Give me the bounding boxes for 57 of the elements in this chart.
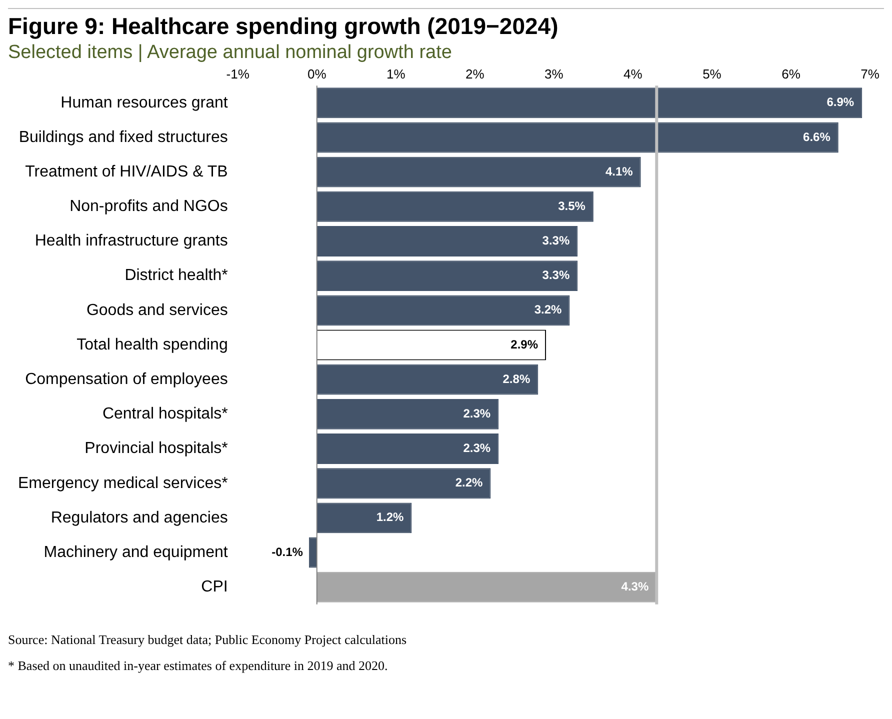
data-label: 3.5% (558, 198, 586, 213)
x-tick-label: 7% (860, 66, 880, 82)
bar (316, 295, 570, 326)
data-label: 1.2% (376, 510, 404, 524)
data-label: 2.8% (502, 372, 530, 386)
y-tick-label: Human resources grant (60, 94, 228, 112)
x-tick-label: 4% (624, 66, 643, 82)
data-label: 4.1% (605, 164, 634, 178)
data-label: 2.2% (455, 476, 484, 490)
x-tick-label: -1% (226, 66, 250, 82)
data-label: 2.9% (510, 337, 538, 352)
x-tick-label: 2% (466, 66, 485, 82)
y-tick-label: Buildings and fixed structures (18, 128, 228, 146)
data-label: 2.3% (463, 441, 491, 456)
y-tick-label: CPI (201, 578, 228, 596)
bar (316, 398, 499, 430)
x-tick-label: 3% (544, 66, 564, 82)
y-tick-label: Provincial hospitals* (84, 440, 228, 458)
x-tick-label: 5% (702, 66, 722, 82)
bar (308, 537, 317, 568)
bar (316, 122, 838, 153)
data-label: -0.1% (272, 544, 304, 559)
y-tick-label: Non-profits and NGOs (70, 198, 228, 216)
bar (316, 226, 578, 256)
y-tick-label: Treatment of HIV/AIDS & TB (25, 163, 228, 180)
y-tick-label: Total health spending (76, 336, 228, 354)
y-tick-label: Emergency medical services* (18, 474, 228, 492)
bar (316, 260, 578, 292)
data-label: 6.6% (803, 130, 831, 144)
bar (316, 156, 641, 188)
bar (316, 191, 594, 222)
data-label: 3.2% (534, 302, 562, 317)
y-tick-label: Regulators and agencies (50, 509, 228, 526)
bar (316, 434, 499, 464)
x-tick-label: 1% (386, 66, 406, 82)
chart-title: Figure 9: Healthcare spending growth (2019−2024) (8, 13, 560, 40)
data-label: 6.9% (826, 95, 854, 110)
y-tick-label: Machinery and equipment (44, 544, 228, 561)
y-tick-label: Central hospitals* (102, 406, 228, 423)
bar (316, 88, 862, 118)
data-label: 4.3% (621, 579, 649, 594)
y-tick-label: Health infrastructure grants (34, 232, 228, 250)
bar (316, 572, 657, 602)
bar (316, 364, 538, 395)
x-tick-label: 6% (782, 66, 801, 82)
text: * Based on unaudited in-year estimates of expenditure in 2019 and 2020. (8, 658, 389, 674)
bar (316, 468, 491, 499)
chart-subtitle: Selected items | Average annual nominal growth rate (8, 42, 453, 64)
bar (316, 502, 412, 534)
x-tick-label: 0% (307, 66, 327, 82)
data-label: 3.3% (542, 234, 570, 248)
y-tick-label: Goods and services (86, 302, 228, 319)
data-label: 2.3% (463, 406, 491, 420)
source-note: Source: National Treasury budget data; Public Economy Project calculations (8, 632, 408, 648)
data-label: 3.3% (542, 268, 570, 282)
y-tick-label: District health* (124, 267, 228, 284)
y-tick-label: Compensation of employees (25, 370, 228, 388)
